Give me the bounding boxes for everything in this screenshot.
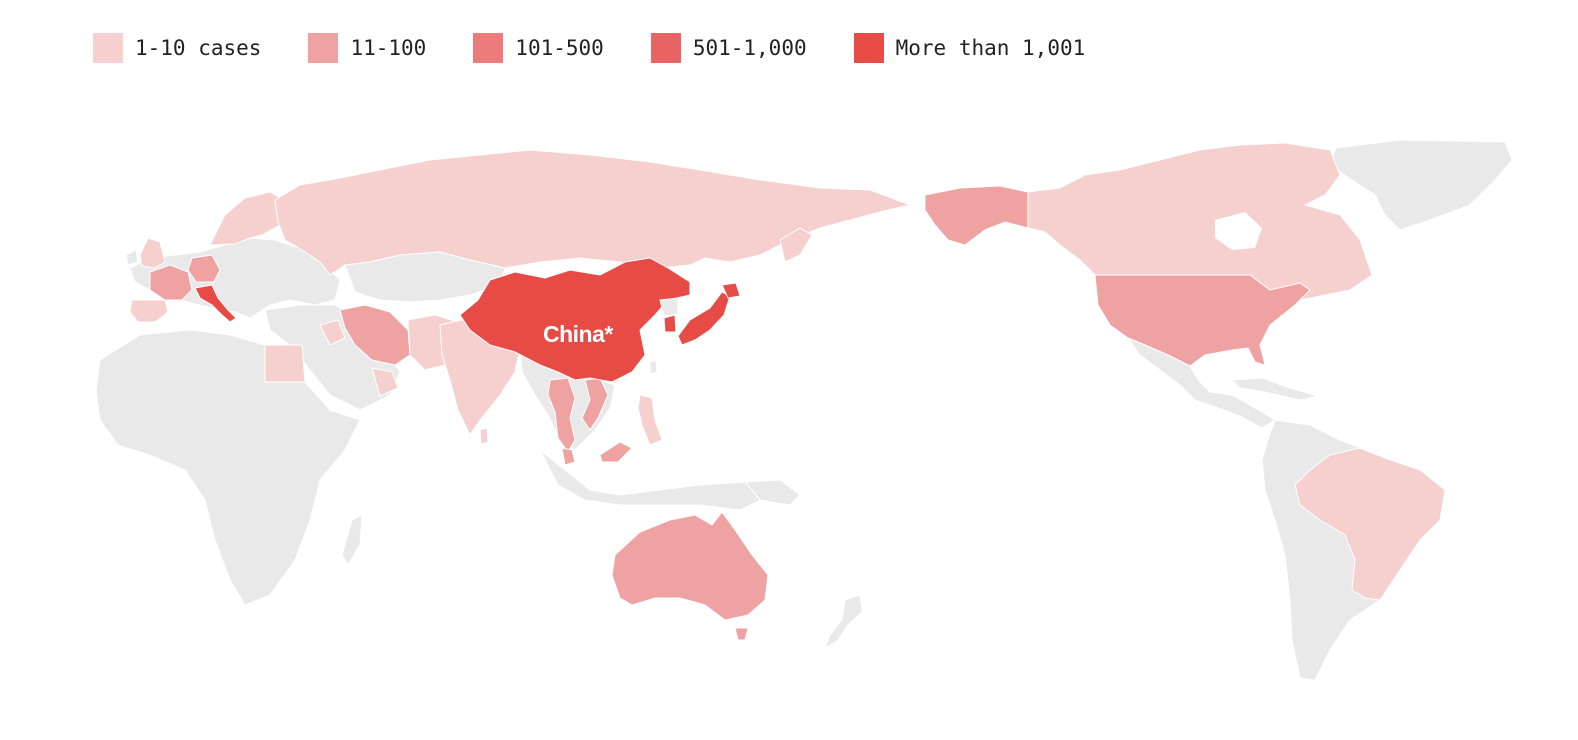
legend-item-101-500: 101-500 xyxy=(473,33,604,63)
region-arabian-gulf xyxy=(319,319,346,346)
region-greenland xyxy=(1329,139,1513,231)
region-australia xyxy=(611,511,769,621)
region-papua xyxy=(743,479,801,506)
region-oman-uae xyxy=(371,367,399,397)
region-united-kingdom xyxy=(139,237,166,269)
region-south-korea xyxy=(663,314,677,333)
legend-label: 11-100 xyxy=(350,36,427,60)
legend-item-501-1000: 501-1,000 xyxy=(650,33,807,63)
region-madagascar xyxy=(341,514,363,566)
region-north-korea xyxy=(659,297,679,317)
region-italy xyxy=(194,284,237,323)
region-tasmania xyxy=(734,627,749,641)
region-brazil xyxy=(1294,447,1446,601)
region-vietnam xyxy=(581,377,609,431)
region-spain xyxy=(129,299,169,323)
legend-label: 101-500 xyxy=(515,36,604,60)
region-canada xyxy=(1027,142,1373,301)
region-united-states xyxy=(1094,274,1311,367)
legend-label: 1-10 cases xyxy=(135,36,262,60)
map-legend: 1-10 cases 11-100 101-500 501-1,000 More… xyxy=(93,32,1132,64)
region-japan-hokkaido xyxy=(721,282,741,299)
region-japan xyxy=(677,291,731,346)
region-france xyxy=(149,264,193,301)
legend-label: 501-1,000 xyxy=(692,36,807,60)
region-caribbean xyxy=(1230,377,1319,401)
region-malaysia xyxy=(599,441,633,463)
china-label: China* xyxy=(543,321,613,347)
legend-swatch xyxy=(308,33,339,63)
region-egypt xyxy=(264,344,306,383)
region-sri-lanka xyxy=(479,427,489,445)
region-ireland xyxy=(125,249,139,266)
region-new-zealand xyxy=(824,594,863,650)
region-alaska xyxy=(924,185,1029,246)
region-iran xyxy=(339,304,411,366)
legend-item-more-than-1001: More than 1,001 xyxy=(853,33,1086,63)
region-malaysia-peninsula xyxy=(561,447,576,466)
region-taiwan xyxy=(649,359,658,375)
legend-swatch xyxy=(853,33,884,63)
legend-item-11-100: 11-100 xyxy=(308,33,426,63)
legend-item-1-10: 1-10 cases xyxy=(93,33,261,63)
region-thailand xyxy=(547,377,576,453)
region-africa xyxy=(95,329,361,606)
region-russia xyxy=(274,149,912,276)
region-russia-east xyxy=(779,227,813,263)
region-scandinavia xyxy=(209,191,286,246)
legend-swatch xyxy=(93,33,123,63)
legend-swatch xyxy=(473,33,504,63)
legend-label: More than 1,001 xyxy=(895,36,1086,60)
region-germany xyxy=(187,254,221,283)
region-philippines xyxy=(637,394,663,446)
legend-swatch xyxy=(650,33,681,63)
